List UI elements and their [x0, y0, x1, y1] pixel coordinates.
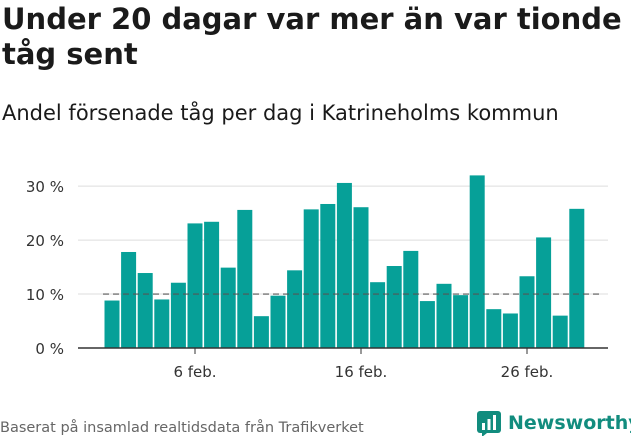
bar: [453, 295, 469, 348]
bar: [237, 209, 253, 348]
bar-chart: 0 % 10 % 20 % 30 % 6 feb. 16 feb. 26 feb.: [26, 175, 608, 381]
bar: [486, 309, 502, 348]
y-tick-label: 30 %: [26, 178, 64, 196]
bar: [187, 223, 203, 348]
newsworthy-logo-icon: [477, 411, 501, 436]
x-tick-label: 16 feb.: [335, 363, 388, 381]
bar: [419, 301, 435, 348]
bar: [353, 207, 369, 348]
y-tick-label: 10 %: [26, 286, 64, 304]
bar: [536, 237, 552, 348]
bar: [320, 203, 336, 348]
x-tick-label: 6 feb.: [173, 363, 216, 381]
bar: [336, 182, 352, 348]
bar: [121, 251, 137, 348]
bar: [370, 282, 386, 348]
x-tick-label: 26 feb.: [501, 363, 554, 381]
y-tick-label: 20 %: [26, 232, 64, 250]
bar: [502, 313, 518, 348]
brand-name: Newsworthy: [508, 412, 631, 434]
source-note: Baserat på insamlad realtidsdata från Tr…: [0, 420, 364, 436]
bar: [403, 250, 419, 348]
chart-title: Under 20 dagar var mer än var tionde tåg…: [2, 2, 622, 71]
bar: [270, 295, 286, 348]
bar: [469, 175, 485, 348]
bar: [386, 266, 402, 348]
bar: [287, 270, 303, 348]
bar: [436, 283, 452, 348]
bar: [569, 208, 585, 348]
bar: [303, 209, 319, 348]
bar: [154, 299, 170, 348]
bar: [253, 316, 269, 348]
bar: [552, 315, 568, 348]
bar: [220, 267, 236, 348]
newsworthy-brand[interactable]: Newsworthy: [476, 409, 631, 437]
chart-subtitle: Andel försenade tåg per dag i Katrinehol…: [2, 101, 559, 125]
bar: [137, 273, 153, 348]
bar: [204, 221, 220, 348]
y-tick-label: 0 %: [35, 340, 64, 358]
bar: [519, 276, 535, 348]
bar: [104, 300, 120, 348]
bar: [170, 282, 186, 348]
